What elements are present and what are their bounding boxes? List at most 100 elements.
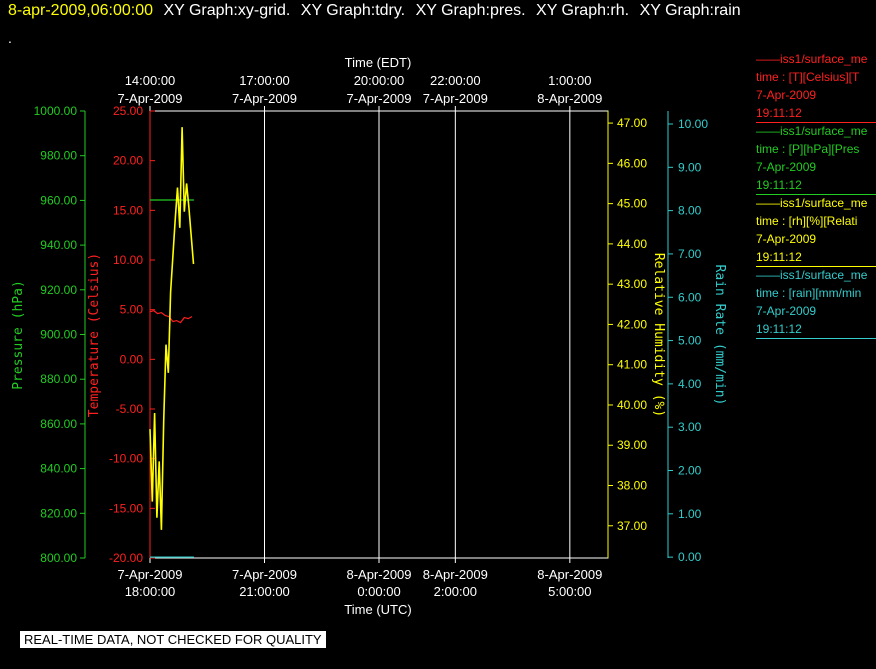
x-top-tick-label: 7-Apr-2009 [423, 91, 488, 106]
series-line-T [149, 310, 193, 324]
legend-date: 7-Apr-2009 [756, 88, 817, 102]
pressure-tick-label: 840.00 [40, 462, 77, 476]
x-top-tick-label: 17:00:00 [239, 73, 290, 88]
rain-tick-label: 8.00 [678, 204, 702, 218]
pressure-tick-label: 880.00 [40, 372, 77, 386]
x-bottom-tick-label: 8-Apr-2009 [537, 567, 602, 582]
temperature-tick-label: -5.00 [116, 402, 144, 416]
legend-time: 19:11:12 [756, 178, 802, 192]
legend-divider [756, 194, 876, 195]
x-top-tick-label: 7-Apr-2009 [232, 91, 297, 106]
x-bottom-tick-label: 21:00:00 [239, 584, 290, 599]
x-bottom-tick-label: 8-Apr-2009 [423, 567, 488, 582]
legend-divider [756, 266, 876, 267]
legend-name: ——iss1/surface_me [756, 268, 868, 282]
x-top-tick-label: 1:00:00 [548, 73, 591, 88]
temperature-tick-label: 10.00 [113, 253, 143, 267]
x-top-tick-label: 7-Apr-2009 [346, 91, 411, 106]
x-top-tick-label: 20:00:00 [354, 73, 405, 88]
x-bottom-tick-label: 8-Apr-2009 [346, 567, 411, 582]
quality-note: REAL-TIME DATA, NOT CHECKED FOR QUALITY [20, 631, 326, 648]
temperature-tick-label: -10.00 [109, 452, 143, 466]
window-title: 8-apr-2009,06:00:00 XY Graph:xy-grid. XY… [8, 2, 741, 20]
x-bottom-tick-label: 7-Apr-2009 [232, 567, 297, 582]
legend-pressure[interactable]: ——iss1/surface_me time : [P][hPa][Pres 7… [756, 122, 876, 195]
rain-tick-label: 2.00 [678, 464, 702, 478]
rain-tick-label: 0.00 [678, 550, 702, 564]
rh-tick-label: 44.00 [617, 237, 647, 251]
tab-xy-grid[interactable]: XY Graph:xy-grid. [163, 2, 291, 19]
rain-axis-label: Rain Rate (mm/min) [712, 265, 727, 406]
pressure-axis-label: Pressure (hPa) [11, 280, 26, 390]
temperature-tick-label: 20.00 [113, 154, 143, 168]
temperature-tick-label: 25.00 [113, 104, 143, 118]
legend-date: 7-Apr-2009 [756, 160, 817, 174]
rh-axis-label: Relative Humidity (%) [651, 253, 666, 417]
pressure-tick-label: 860.00 [40, 417, 77, 431]
pressure-tick-label: 920.00 [40, 283, 77, 297]
legend-rain[interactable]: ——iss1/surface_me time : [rain][mm/min 7… [756, 266, 876, 339]
pressure-tick-label: 800.00 [40, 551, 77, 565]
pressure-tick-label: 980.00 [40, 149, 77, 163]
temperature-axis-label: Temperature (Celsius) [87, 253, 102, 417]
pressure-tick-label: 900.00 [40, 328, 77, 342]
x-bottom-tick-label: 2:00:00 [434, 584, 477, 599]
rain-tick-label: 9.00 [678, 160, 702, 174]
rh-tick-label: 40.00 [617, 398, 647, 412]
timestamp: 8-apr-2009,06:00:00 [8, 2, 153, 19]
rh-tick-label: 46.00 [617, 156, 647, 170]
pressure-tick-label: 820.00 [40, 506, 77, 520]
legend-desc: time : [P][hPa][Pres [756, 142, 860, 156]
rain-tick-label: 5.00 [678, 334, 702, 348]
tab-pres[interactable]: XY Graph:pres. [415, 2, 526, 19]
rain-tick-label: 3.00 [678, 420, 702, 434]
tab-rh[interactable]: XY Graph:rh. [536, 2, 630, 19]
rain-tick-label: 1.00 [678, 507, 702, 521]
temperature-tick-label: -15.00 [109, 501, 143, 515]
tab-rain[interactable]: XY Graph:rain [639, 2, 741, 19]
rh-tick-label: 43.00 [617, 277, 647, 291]
legend-divider [756, 338, 876, 339]
temperature-tick-label: 5.00 [120, 303, 144, 317]
pressure-tick-label: 960.00 [40, 193, 77, 207]
legend-time: 19:11:12 [756, 322, 802, 336]
x-bottom-tick-label: 18:00:00 [125, 584, 176, 599]
legend-time: 19:11:12 [756, 250, 802, 264]
legend-name: ——iss1/surface_me [756, 196, 868, 210]
temperature-tick-label: 0.00 [120, 352, 144, 366]
rain-tick-label: 10.00 [678, 117, 708, 131]
rh-tick-label: 38.00 [617, 479, 647, 493]
title-dot: . [8, 30, 12, 46]
temperature-tick-label: -20.00 [109, 551, 143, 565]
rh-tick-label: 45.00 [617, 197, 647, 211]
series-line-rh [149, 127, 195, 530]
legend-name: ——iss1/surface_me [756, 124, 868, 138]
legend-desc: time : [rain][mm/min [756, 286, 862, 300]
legend-temperature[interactable]: ——iss1/surface_me time : [T][Celsius][T … [756, 50, 876, 123]
x-top-tick-label: 8-Apr-2009 [537, 91, 602, 106]
rain-tick-label: 7.00 [678, 247, 702, 261]
rh-tick-label: 42.00 [617, 317, 647, 331]
legend-date: 7-Apr-2009 [756, 232, 817, 246]
x-bottom-tick-label: 5:00:00 [548, 584, 591, 599]
legend-time: 19:11:12 [756, 106, 802, 120]
pressure-tick-label: 940.00 [40, 238, 77, 252]
x-top-tick-label: 14:00:00 [125, 73, 176, 88]
legend-date: 7-Apr-2009 [756, 304, 817, 318]
rain-tick-label: 6.00 [678, 290, 702, 304]
rh-tick-label: 39.00 [617, 438, 647, 452]
legend-desc: time : [T][Celsius][T [756, 70, 860, 84]
x-top-tick-label: 22:00:00 [430, 73, 481, 88]
legend-rh[interactable]: ——iss1/surface_me time : [rh][%][Relati … [756, 194, 876, 267]
x-top-tick-label: 7-Apr-2009 [117, 91, 182, 106]
legend-name: ——iss1/surface_me [756, 52, 868, 66]
tab-tdry[interactable]: XY Graph:tdry. [300, 2, 406, 19]
x-top-axis-label: Time (EDT) [345, 55, 412, 70]
temperature-tick-label: 15.00 [113, 203, 143, 217]
pressure-tick-label: 1000.00 [34, 104, 78, 118]
rh-tick-label: 47.00 [617, 116, 647, 130]
x-bottom-tick-label: 7-Apr-2009 [117, 567, 182, 582]
legend-desc: time : [rh][%][Relati [756, 214, 858, 228]
legend-divider [756, 122, 876, 123]
